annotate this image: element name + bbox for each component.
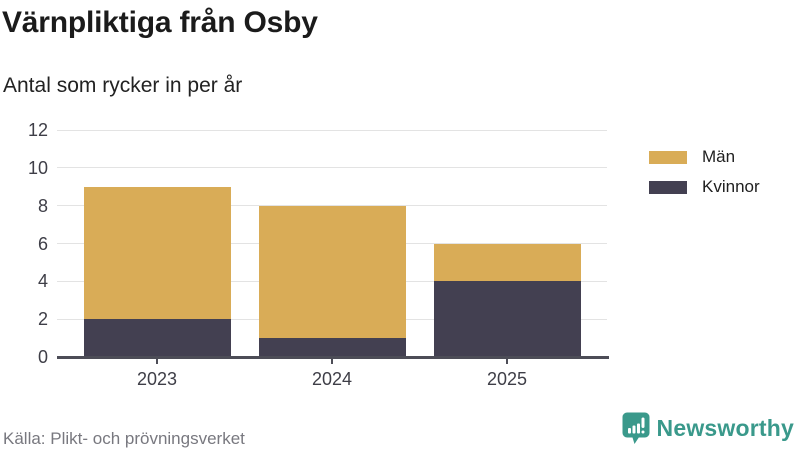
y-axis-tick-label: 12 <box>27 120 48 140</box>
legend-label-women: Kvinnor <box>702 177 760 196</box>
legend-label-men: Män <box>702 147 736 166</box>
x-axis-tick-2025 <box>506 359 508 364</box>
x-axis-label-2025: 2025 <box>486 369 528 389</box>
y-axis-tick-label: 10 <box>27 157 48 178</box>
bar-men-2023 <box>83 186 231 320</box>
chart-subtitle: Antal som rycker in per år <box>3 74 243 97</box>
y-axis-tick-label: 8 <box>37 195 48 216</box>
source-text: Källa: Plikt- och prövningsverket <box>3 429 245 448</box>
bar-women-2024 <box>258 338 406 356</box>
x-axis-label-2024: 2024 <box>311 369 353 389</box>
gridline-y-10 <box>57 167 607 169</box>
bar-men-2024 <box>258 205 406 339</box>
legend-swatch-women <box>649 180 687 194</box>
y-axis-tick-label: 2 <box>37 309 48 330</box>
y-axis-tick-label: 4 <box>37 271 48 292</box>
bar-men-2025 <box>433 243 581 282</box>
chart-legend: Män Kvinnor <box>649 147 760 197</box>
y-axis-tick-label: 0 <box>37 347 48 367</box>
x-axis-line <box>57 356 609 359</box>
x-axis-tick-2024 <box>331 359 333 364</box>
newsworthy-bubble-chart-icon <box>622 412 650 444</box>
newsworthy-wordmark: Newsworthy <box>656 415 794 441</box>
bar-women-2025 <box>433 281 581 356</box>
legend-swatch-men <box>649 150 687 164</box>
page-title: Värnpliktiga från Osby <box>2 6 318 39</box>
x-axis-label-2023: 2023 <box>136 369 178 389</box>
legend-item-men: Män <box>649 147 760 167</box>
x-axis-tick-2023 <box>156 359 158 364</box>
newsworthy-logo[interactable]: Newsworthy <box>622 412 794 445</box>
bar-women-2023 <box>83 319 231 356</box>
gridline-y-12 <box>57 129 607 131</box>
legend-item-women: Kvinnor <box>649 177 760 197</box>
y-axis-tick-label: 6 <box>37 233 48 254</box>
